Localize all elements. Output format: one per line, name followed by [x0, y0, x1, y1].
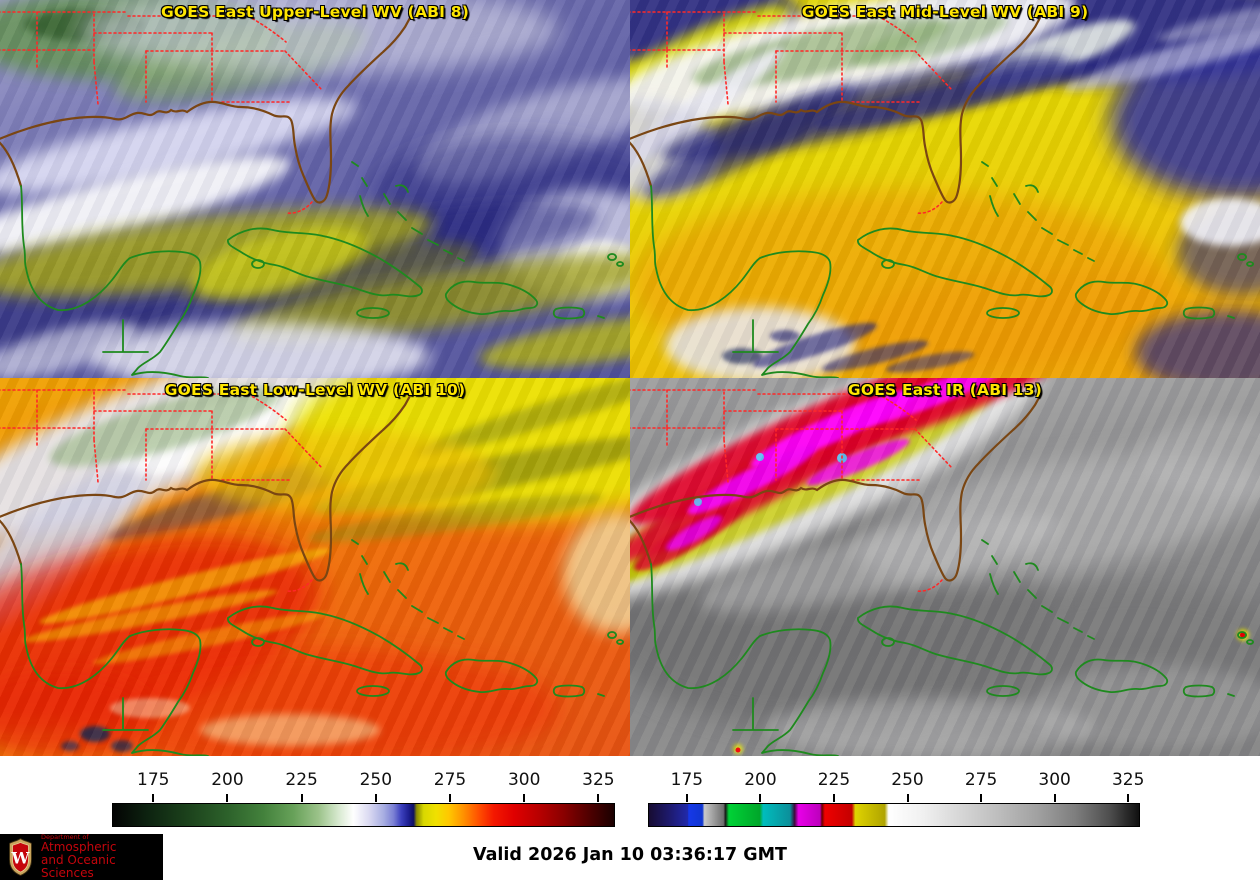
panel-title-mid-wv: GOES East Mid-Level WV (ABI 9) [801, 3, 1089, 21]
panel-title-upper-wv: GOES East Upper-Level WV (ABI 8) [160, 3, 470, 21]
tick-label: 250 [891, 770, 924, 790]
tick-label: 325 [1111, 770, 1145, 790]
tick-label: 300 [1038, 770, 1071, 790]
ir-colorbar-ticks [648, 794, 1140, 803]
ir-colorbar-labels: 175 200 225 250 275 300 325 [648, 770, 1145, 794]
tick-label: 325 [582, 770, 615, 790]
ir-colorbar-gradient [648, 803, 1140, 827]
tick-label: 225 [285, 770, 318, 790]
panel-title-low-wv: GOES East Low-Level WV (ABI 10) [164, 381, 466, 399]
tick-label: 175 [670, 770, 704, 790]
uw-aos-logo: W Department of Atmospheric and Oceanic … [0, 834, 163, 880]
logo-text: Department of Atmospheric and Oceanic Sc… [41, 834, 163, 880]
tick-label: 225 [817, 770, 851, 790]
panel-grid: GOES East Upper-Level WV (ABI 8) [0, 0, 1260, 756]
wv-colorbar-labels: 175 200 225 250 275 300 325 [112, 770, 615, 794]
ir-colorbar: 175 200 225 250 275 300 325 [648, 770, 1145, 827]
wv-colorbar: 175 200 225 250 275 300 325 [112, 770, 615, 827]
footer: Valid 2026 Jan 10 03:36:17 GMT W Departm… [0, 832, 1260, 882]
colorbar-row: 175 200 225 250 275 300 325 175 200 225 … [0, 756, 1260, 832]
coastline-overlay [0, 388, 625, 756]
logo-line-oceanic: and Oceanic Sciences [41, 853, 116, 880]
upper-wv-imagery-texture [0, 0, 630, 378]
tick-label: 200 [744, 770, 777, 790]
low-wv-imagery-texture [0, 378, 630, 756]
crest-letter: W [11, 849, 31, 868]
coastline-overlay [630, 10, 1255, 378]
tick-label: 175 [137, 770, 170, 790]
mid-wv-imagery-texture [630, 0, 1260, 378]
logo-line-atmospheric: Atmospheric [41, 840, 117, 855]
coastline-overlay [0, 10, 625, 378]
coastline-overlay [630, 388, 1255, 756]
logo-dept-line: Department of [41, 833, 89, 842]
ir-imagery-texture [630, 378, 1260, 756]
panel-ir: GOES East IR (ABI 13) [630, 378, 1260, 756]
panel-low-level-wv: GOES East Low-Level WV (ABI 10) [0, 378, 630, 756]
tick-label: 200 [211, 770, 244, 790]
wv-colorbar-ticks [112, 794, 615, 803]
tick-label: 300 [507, 770, 541, 790]
tick-label: 250 [359, 770, 393, 790]
tick-label: 275 [964, 770, 998, 790]
panel-title-ir: GOES East IR (ABI 13) [847, 381, 1043, 399]
panel-mid-level-wv: GOES East Mid-Level WV (ABI 9) [630, 0, 1260, 378]
valid-timestamp: Valid 2026 Jan 10 03:36:17 GMT [473, 845, 787, 865]
panel-upper-level-wv: GOES East Upper-Level WV (ABI 8) [0, 0, 630, 378]
uw-crest-icon: W [8, 838, 33, 876]
wv-colorbar-gradient [112, 803, 615, 827]
tick-label: 275 [433, 770, 467, 790]
